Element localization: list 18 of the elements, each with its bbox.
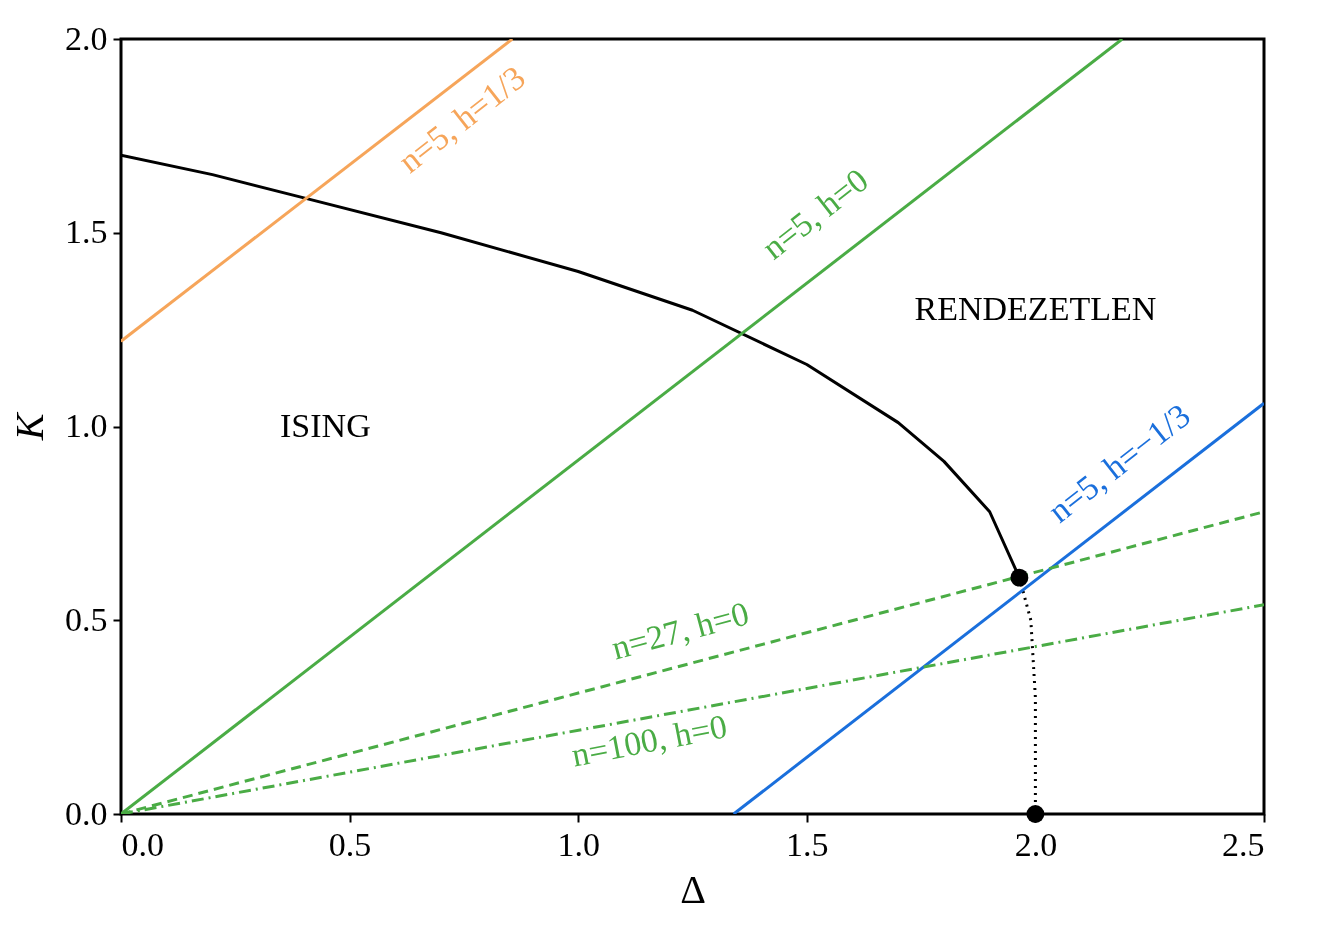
x-axis-title: Δ (680, 866, 706, 912)
annotation: RENDEZETLEN (914, 290, 1157, 328)
x-tick-label: 0.0 (121, 825, 164, 863)
x-tick-label: 1.5 (786, 825, 829, 863)
x-tick-label: 0.5 (328, 825, 372, 863)
y-tick-label: 1.5 (65, 213, 108, 251)
annotation: n=27, h=0 (607, 594, 753, 667)
x-tick-label: 2.5 (1222, 825, 1265, 863)
x-tick-label: 2.0 (1014, 825, 1058, 863)
y-tick-label: 0.5 (65, 600, 108, 638)
y-tick-label: 0.0 (65, 794, 108, 832)
annotation: n=5, h=0 (755, 161, 876, 267)
annotation: ISING (280, 406, 371, 444)
annotation: n=100, h=0 (568, 707, 730, 774)
y-axis-title: K (7, 411, 52, 442)
x-tick-label: 1.0 (557, 825, 600, 863)
y-tick-label: 1.0 (65, 407, 108, 444)
y-tick-label: 2.0 (65, 19, 108, 57)
